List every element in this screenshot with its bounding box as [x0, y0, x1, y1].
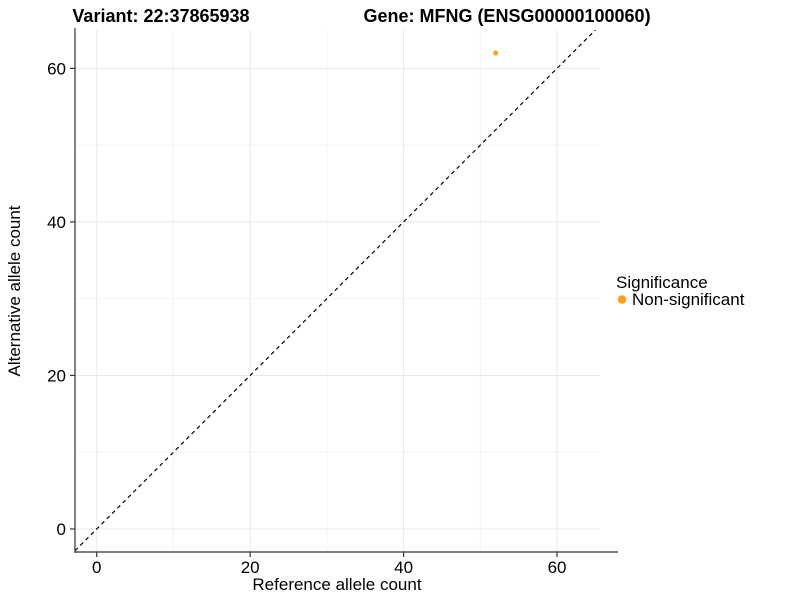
- legend: Significance Non-significant: [616, 273, 745, 309]
- legend-title: Significance: [616, 273, 708, 292]
- x-tick-label: 0: [92, 558, 101, 577]
- y-tick-label: 40: [47, 213, 66, 232]
- x-ticks: 0 20 40 60: [92, 552, 567, 577]
- y-tick-label: 60: [47, 59, 66, 78]
- x-tick-label: 40: [394, 558, 413, 577]
- legend-point-icon: [617, 295, 627, 304]
- axes: 0 20 40 60 0 20 40 60: [47, 28, 618, 577]
- x-tick-label: 20: [241, 558, 260, 577]
- y-ticks: 0 20 40 60: [47, 59, 75, 539]
- y-tick-label: 20: [47, 366, 66, 385]
- legend-item-label: Non-significant: [632, 290, 745, 309]
- gridlines-minor: [75, 30, 600, 552]
- gridlines-major: [75, 30, 600, 552]
- y-axis-title: Alternative allele count: [5, 205, 24, 376]
- identity-line-path: [75, 30, 596, 552]
- identity-line: [75, 30, 596, 552]
- plot-title-gene: Gene: MFNG (ENSG00000100060): [363, 6, 650, 26]
- x-tick-label: 60: [548, 558, 567, 577]
- y-tick-label: 0: [57, 520, 66, 539]
- data-point: [493, 50, 499, 56]
- plot-title-variant: Variant: 22:37865938: [72, 6, 249, 26]
- x-axis-title: Reference allele count: [252, 575, 421, 594]
- data-points: [493, 50, 499, 56]
